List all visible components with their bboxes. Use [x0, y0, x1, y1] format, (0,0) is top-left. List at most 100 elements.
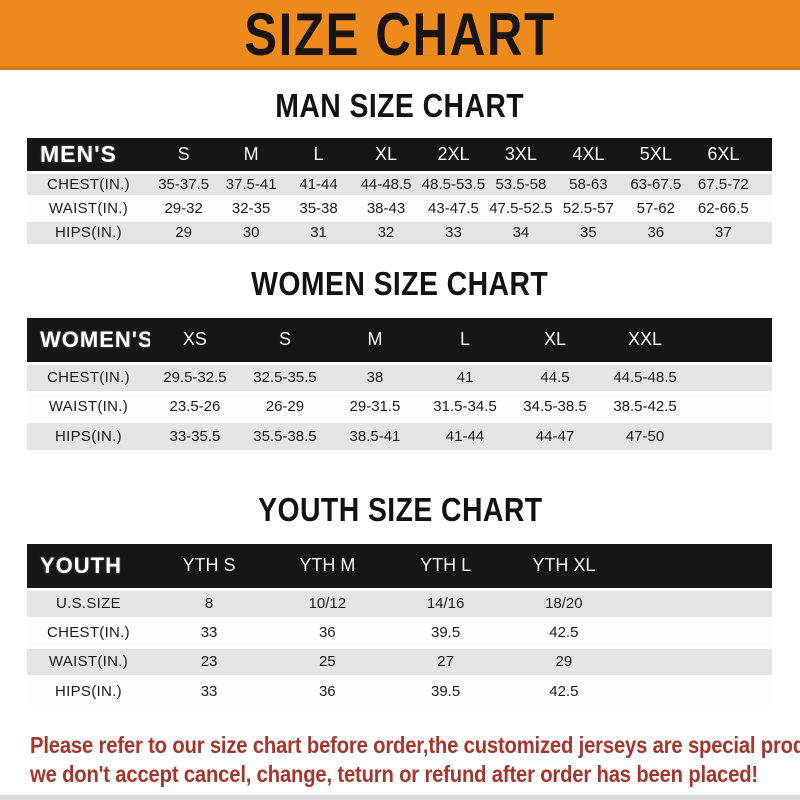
- size-value: 42.5: [504, 674, 623, 705]
- size-value: 63-67.5: [622, 170, 690, 196]
- size-value: 38: [329, 361, 420, 392]
- size-value: 34: [487, 218, 555, 244]
- size-value: 23.5-26: [149, 390, 240, 421]
- page-title: SIZE CHART: [0, 0, 800, 68]
- size-value: 35-37.5: [149, 170, 218, 196]
- section-title: MAN SIZE CHART: [0, 87, 800, 125]
- table-row: CHEST(IN.) 29.5-32.5 32.5-35.5 38 41 44.5 44.5…: [27, 361, 772, 392]
- size-chart-sections: MAN SIZE CHART MEN'S S M L XL 2XL 3XL 4XL 5XL 6XL…: [0, 87, 800, 705]
- page-title-text: SIZE CHART: [244, 1, 556, 68]
- size-chart-section: WOMEN SIZE CHART WOMEN'S XS S M L XL XXL CHEST(…: [0, 265, 800, 450]
- size-value: 26-29: [239, 390, 330, 421]
- row-label: WAIST(IN.): [27, 194, 150, 220]
- spacer-cell: [623, 616, 772, 647]
- spacer-cell: [690, 390, 772, 421]
- table-header-row: WOMEN'S XS S M L XL XXL: [27, 318, 772, 363]
- size-value: 57-62: [622, 194, 690, 220]
- size-value: 44.5: [509, 361, 600, 392]
- table-row: U.S.SIZE 8 10/12 14/16 18/20: [27, 587, 772, 618]
- size-value: 41-44: [284, 170, 353, 196]
- size-value: 33: [149, 674, 269, 705]
- size-value: 53.5-58: [487, 170, 555, 196]
- size-column-header: 3XL: [504, 143, 537, 164]
- size-value: 32.5-35.5: [239, 361, 330, 392]
- spacer-cell: [623, 587, 772, 618]
- table-header-row: YOUTH YTH S YTH M YTH L YTH XL: [27, 544, 772, 589]
- size-column-header: XL: [374, 143, 398, 164]
- size-value: 31: [284, 218, 353, 244]
- size-value: 30: [217, 218, 285, 244]
- size-column-header: XS: [182, 329, 207, 350]
- table-row: WAIST(IN.) 23 25 27 29: [27, 645, 772, 676]
- row-label: WAIST(IN.): [27, 645, 150, 676]
- size-value: 44-47: [509, 419, 600, 450]
- size-value: 31.5-34.5: [419, 390, 510, 421]
- size-value: 33: [419, 218, 488, 244]
- size-value: 32: [352, 218, 420, 244]
- section-title: YOUTH SIZE CHART: [0, 491, 800, 529]
- spacer-cell: [757, 218, 772, 244]
- section-title-text: MAN SIZE CHART: [275, 87, 525, 124]
- size-value: 36: [268, 674, 387, 705]
- spacer-cell: [757, 138, 772, 172]
- size-column-header: YTH S: [182, 555, 236, 576]
- section-title-text: YOUTH SIZE CHART: [257, 491, 543, 528]
- spacer-cell: [690, 419, 772, 450]
- size-value: 38.5-41: [329, 419, 420, 450]
- size-chart-section: YOUTH SIZE CHART YOUTH YTH S YTH M YTH L YTH…: [0, 491, 800, 705]
- row-label: HIPS(IN.): [27, 419, 150, 450]
- size-value: 52.5-57: [554, 194, 623, 220]
- size-column-header: 4XL: [572, 143, 605, 164]
- size-value: 23: [149, 645, 269, 676]
- size-value: 29-31.5: [329, 390, 420, 421]
- size-table: WOMEN'S XS S M L XL XXL CHEST(IN.) 29.5-32.5 32.5…: [27, 318, 772, 450]
- spacer-cell: [757, 170, 772, 196]
- size-table: YOUTH YTH S YTH M YTH L YTH XL U.S.SIZE 8 10/12…: [27, 544, 772, 705]
- size-value: 39.5: [386, 674, 505, 705]
- row-label: CHEST(IN.): [27, 361, 150, 392]
- size-value: 14/16: [386, 587, 505, 618]
- size-value: 41-44: [419, 419, 510, 450]
- size-value: 38.5-42.5: [600, 390, 691, 421]
- size-column-header: 6XL: [707, 143, 740, 164]
- size-value: 48.5-53.5: [419, 170, 488, 196]
- size-column-header: L: [459, 329, 470, 350]
- table-row: HIPS(IN.) 29 30 31 32 33 34 35 36 37: [27, 218, 772, 244]
- size-column-header: S: [177, 143, 190, 164]
- size-column-header: M: [243, 143, 259, 164]
- size-table: MEN'S S M L XL 2XL 3XL 4XL 5XL 6XL CHEST(IN.) 35-37…: [27, 138, 772, 244]
- table-header-label: WOMEN'S: [40, 326, 150, 352]
- notice-line-1: Please refer to our size chart before or…: [30, 732, 800, 758]
- notice-line-2: we don't accept cancel, change, teturn o…: [30, 761, 758, 787]
- size-value: 41: [419, 361, 510, 392]
- spacer-cell: [623, 544, 772, 589]
- size-column-header: XL: [543, 329, 566, 350]
- size-value: 44-48.5: [352, 170, 420, 196]
- spacer-cell: [690, 361, 772, 392]
- size-value: 25: [268, 645, 387, 676]
- size-value: 35-38: [284, 194, 353, 220]
- size-column-header: S: [278, 329, 291, 350]
- bottom-edge-strip: [0, 795, 800, 800]
- row-label: HIPS(IN.): [27, 674, 150, 705]
- size-value: 35.5-38.5: [239, 419, 330, 450]
- row-label: WAIST(IN.): [27, 390, 150, 421]
- size-column-header: 2XL: [437, 143, 470, 164]
- section-title-text: WOMEN SIZE CHART: [251, 265, 549, 302]
- size-value: 27: [386, 645, 505, 676]
- size-value: 67.5-72: [689, 170, 758, 196]
- size-column-header: L: [313, 143, 324, 164]
- size-column-header: M: [367, 329, 383, 350]
- row-label: U.S.SIZE: [27, 587, 150, 618]
- size-value: 47.5-52.5: [487, 194, 555, 220]
- size-column-header: YTH M: [299, 555, 356, 576]
- size-value: 18/20: [504, 587, 623, 618]
- table-row: CHEST(IN.) 33 36 39.5 42.5: [27, 616, 772, 647]
- table-row: WAIST(IN.) 23.5-26 26-29 29-31.5 31.5-34.5 34…: [27, 390, 772, 421]
- row-label: CHEST(IN.): [27, 170, 150, 196]
- size-value: 29.5-32.5: [149, 361, 240, 392]
- section-title: WOMEN SIZE CHART: [0, 265, 800, 303]
- size-value: 62-66.5: [689, 194, 758, 220]
- size-value: 36: [268, 616, 387, 647]
